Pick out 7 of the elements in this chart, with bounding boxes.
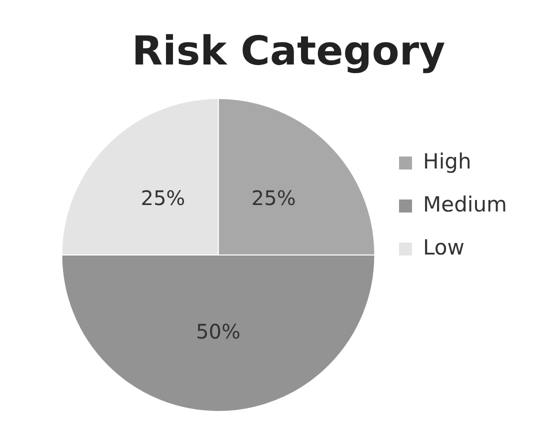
chart-title: Risk Category <box>132 28 446 74</box>
data-label: 50% <box>196 319 240 344</box>
data-label: 25% <box>251 186 296 210</box>
legend-label: High <box>423 149 472 174</box>
legend-label: Low <box>423 235 464 260</box>
data-label: 25% <box>140 186 186 210</box>
legend-label: Medium <box>423 192 508 216</box>
